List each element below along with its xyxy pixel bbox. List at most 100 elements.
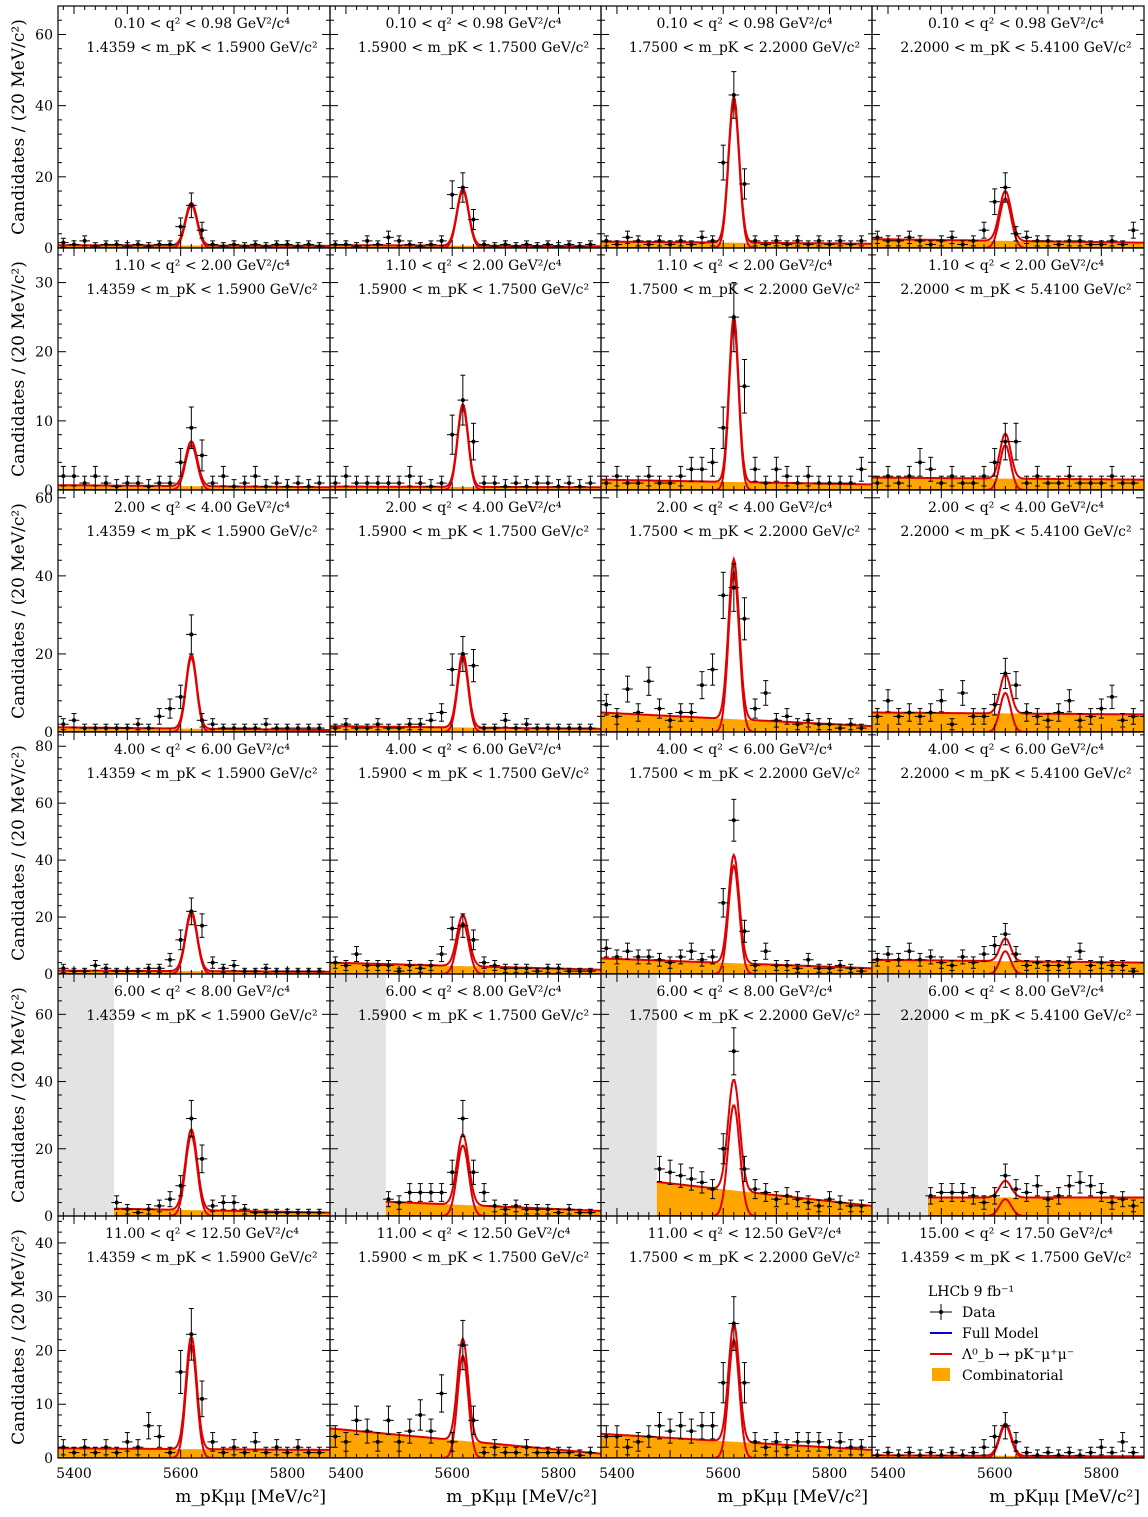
panel-mpk-label: 1.4359 < m_pK < 1.5900 GeV/c² bbox=[86, 282, 317, 298]
data-point-marker bbox=[1046, 1197, 1050, 1201]
data-point-marker bbox=[136, 1445, 140, 1449]
data-point-marker bbox=[157, 1204, 161, 1208]
data-point-marker bbox=[838, 1201, 842, 1205]
data-point-marker bbox=[929, 467, 933, 471]
data-point-marker bbox=[742, 929, 746, 933]
data-point-marker bbox=[742, 617, 746, 621]
data-point-marker bbox=[918, 714, 922, 718]
data-point-marker bbox=[657, 1167, 661, 1171]
y-tick-label: 0 bbox=[44, 1209, 53, 1225]
panel-q2-label: 0.10 < q² < 0.98 GeV²/c⁴ bbox=[928, 16, 1104, 32]
data-point-marker bbox=[668, 961, 672, 965]
signal-curve bbox=[601, 102, 872, 248]
data-point bbox=[1064, 690, 1075, 712]
data-point-marker bbox=[897, 239, 901, 243]
data-point-marker bbox=[408, 963, 412, 967]
data-point-marker bbox=[689, 467, 693, 471]
data-point-marker bbox=[200, 718, 204, 722]
data-point-marker bbox=[104, 1445, 108, 1449]
data-point-marker bbox=[514, 966, 518, 970]
data-point-marker bbox=[1067, 239, 1071, 243]
data-point-marker bbox=[157, 714, 161, 718]
data-point bbox=[1075, 1172, 1086, 1193]
data-point-marker bbox=[929, 710, 933, 714]
data-point bbox=[197, 914, 208, 937]
data-point bbox=[426, 714, 437, 728]
data-point-marker bbox=[471, 664, 475, 668]
panel-q2-label: 1.10 < q² < 2.00 GeV²/c⁴ bbox=[928, 258, 1104, 274]
data-point-marker bbox=[1003, 440, 1007, 444]
data-point bbox=[665, 1160, 676, 1184]
data-point-marker bbox=[1110, 963, 1114, 967]
data-point bbox=[707, 449, 718, 477]
data-point bbox=[856, 457, 867, 481]
data-point-marker bbox=[806, 718, 810, 722]
data-point-marker bbox=[626, 687, 630, 691]
panel-plot-area bbox=[58, 193, 330, 248]
data-point-marker bbox=[636, 481, 640, 485]
data-point bbox=[458, 1100, 469, 1136]
data-point-marker bbox=[211, 722, 215, 726]
data-point-marker bbox=[211, 1204, 215, 1208]
panel-3: 0.10 < q² < 0.98 GeV²/c⁴1.7500 < m_pK < … bbox=[601, 6, 872, 248]
full-model-curve bbox=[114, 1130, 330, 1213]
data-point bbox=[436, 704, 447, 721]
data-point-marker bbox=[849, 481, 853, 485]
panel-plot-area bbox=[58, 1309, 330, 1458]
data-point-marker bbox=[732, 315, 736, 319]
data-point-marker bbox=[567, 481, 571, 485]
panel-4: 0.10 < q² < 0.98 GeV²/c⁴2.2000 < m_pK < … bbox=[872, 6, 1144, 248]
data-point-marker bbox=[1089, 714, 1093, 718]
data-point-marker bbox=[1131, 481, 1135, 485]
data-point-marker bbox=[264, 966, 268, 970]
data-point-marker bbox=[615, 714, 619, 718]
data-point-marker bbox=[200, 228, 204, 232]
data-point-marker bbox=[1057, 481, 1061, 485]
data-point-marker bbox=[875, 235, 879, 239]
data-point-marker bbox=[971, 239, 975, 243]
data-point-marker bbox=[147, 1207, 151, 1211]
y-tick-label: 80 bbox=[35, 739, 53, 755]
data-point-marker bbox=[849, 722, 853, 726]
data-point-marker bbox=[907, 235, 911, 239]
data-point-marker bbox=[721, 901, 725, 905]
data-point-marker bbox=[418, 966, 422, 970]
data-point-marker bbox=[200, 924, 204, 928]
data-point-marker bbox=[1025, 235, 1029, 239]
data-point bbox=[143, 1413, 154, 1439]
panel-mpk-label: 1.5900 < m_pK < 1.7500 GeV/c² bbox=[358, 1008, 589, 1024]
data-point-marker bbox=[1121, 718, 1125, 722]
data-point-marker bbox=[817, 966, 821, 970]
data-point-marker bbox=[1110, 695, 1114, 699]
data-point bbox=[1085, 1176, 1096, 1196]
data-point-marker bbox=[711, 460, 715, 464]
panel-9: 2.00 < q² < 4.00 GeV²/c⁴1.4359 < m_pK < … bbox=[9, 490, 330, 741]
data-point-marker bbox=[397, 1201, 401, 1205]
data-point bbox=[760, 943, 771, 959]
panel-q2-label: 0.10 < q² < 0.98 GeV²/c⁴ bbox=[386, 16, 562, 32]
signal-curve bbox=[330, 407, 601, 490]
data-point bbox=[404, 1184, 415, 1202]
data-point-marker bbox=[615, 955, 619, 959]
data-point-marker bbox=[657, 481, 661, 485]
data-point bbox=[957, 681, 968, 706]
data-point-marker bbox=[875, 481, 879, 485]
data-point-marker bbox=[264, 722, 268, 726]
data-point-marker bbox=[1121, 963, 1125, 967]
data-point-marker bbox=[668, 718, 672, 722]
data-point-marker bbox=[849, 966, 853, 970]
data-point-marker bbox=[742, 384, 746, 388]
data-point bbox=[979, 222, 990, 238]
panel-mpk-label: 1.7500 < m_pK < 2.2000 GeV/c² bbox=[629, 524, 860, 540]
data-point-marker bbox=[450, 193, 454, 197]
panel-q2-label: 6.00 < q² < 8.00 GeV²/c⁴ bbox=[386, 984, 562, 1000]
data-point-marker bbox=[72, 718, 76, 722]
data-point-marker bbox=[376, 481, 380, 485]
data-point-marker bbox=[785, 1194, 789, 1198]
data-point bbox=[803, 953, 814, 966]
data-point bbox=[90, 961, 101, 971]
data-point-marker bbox=[700, 467, 704, 471]
data-point bbox=[936, 690, 947, 712]
panel-plot-area bbox=[601, 72, 872, 248]
panel-plot-area bbox=[872, 423, 1144, 490]
